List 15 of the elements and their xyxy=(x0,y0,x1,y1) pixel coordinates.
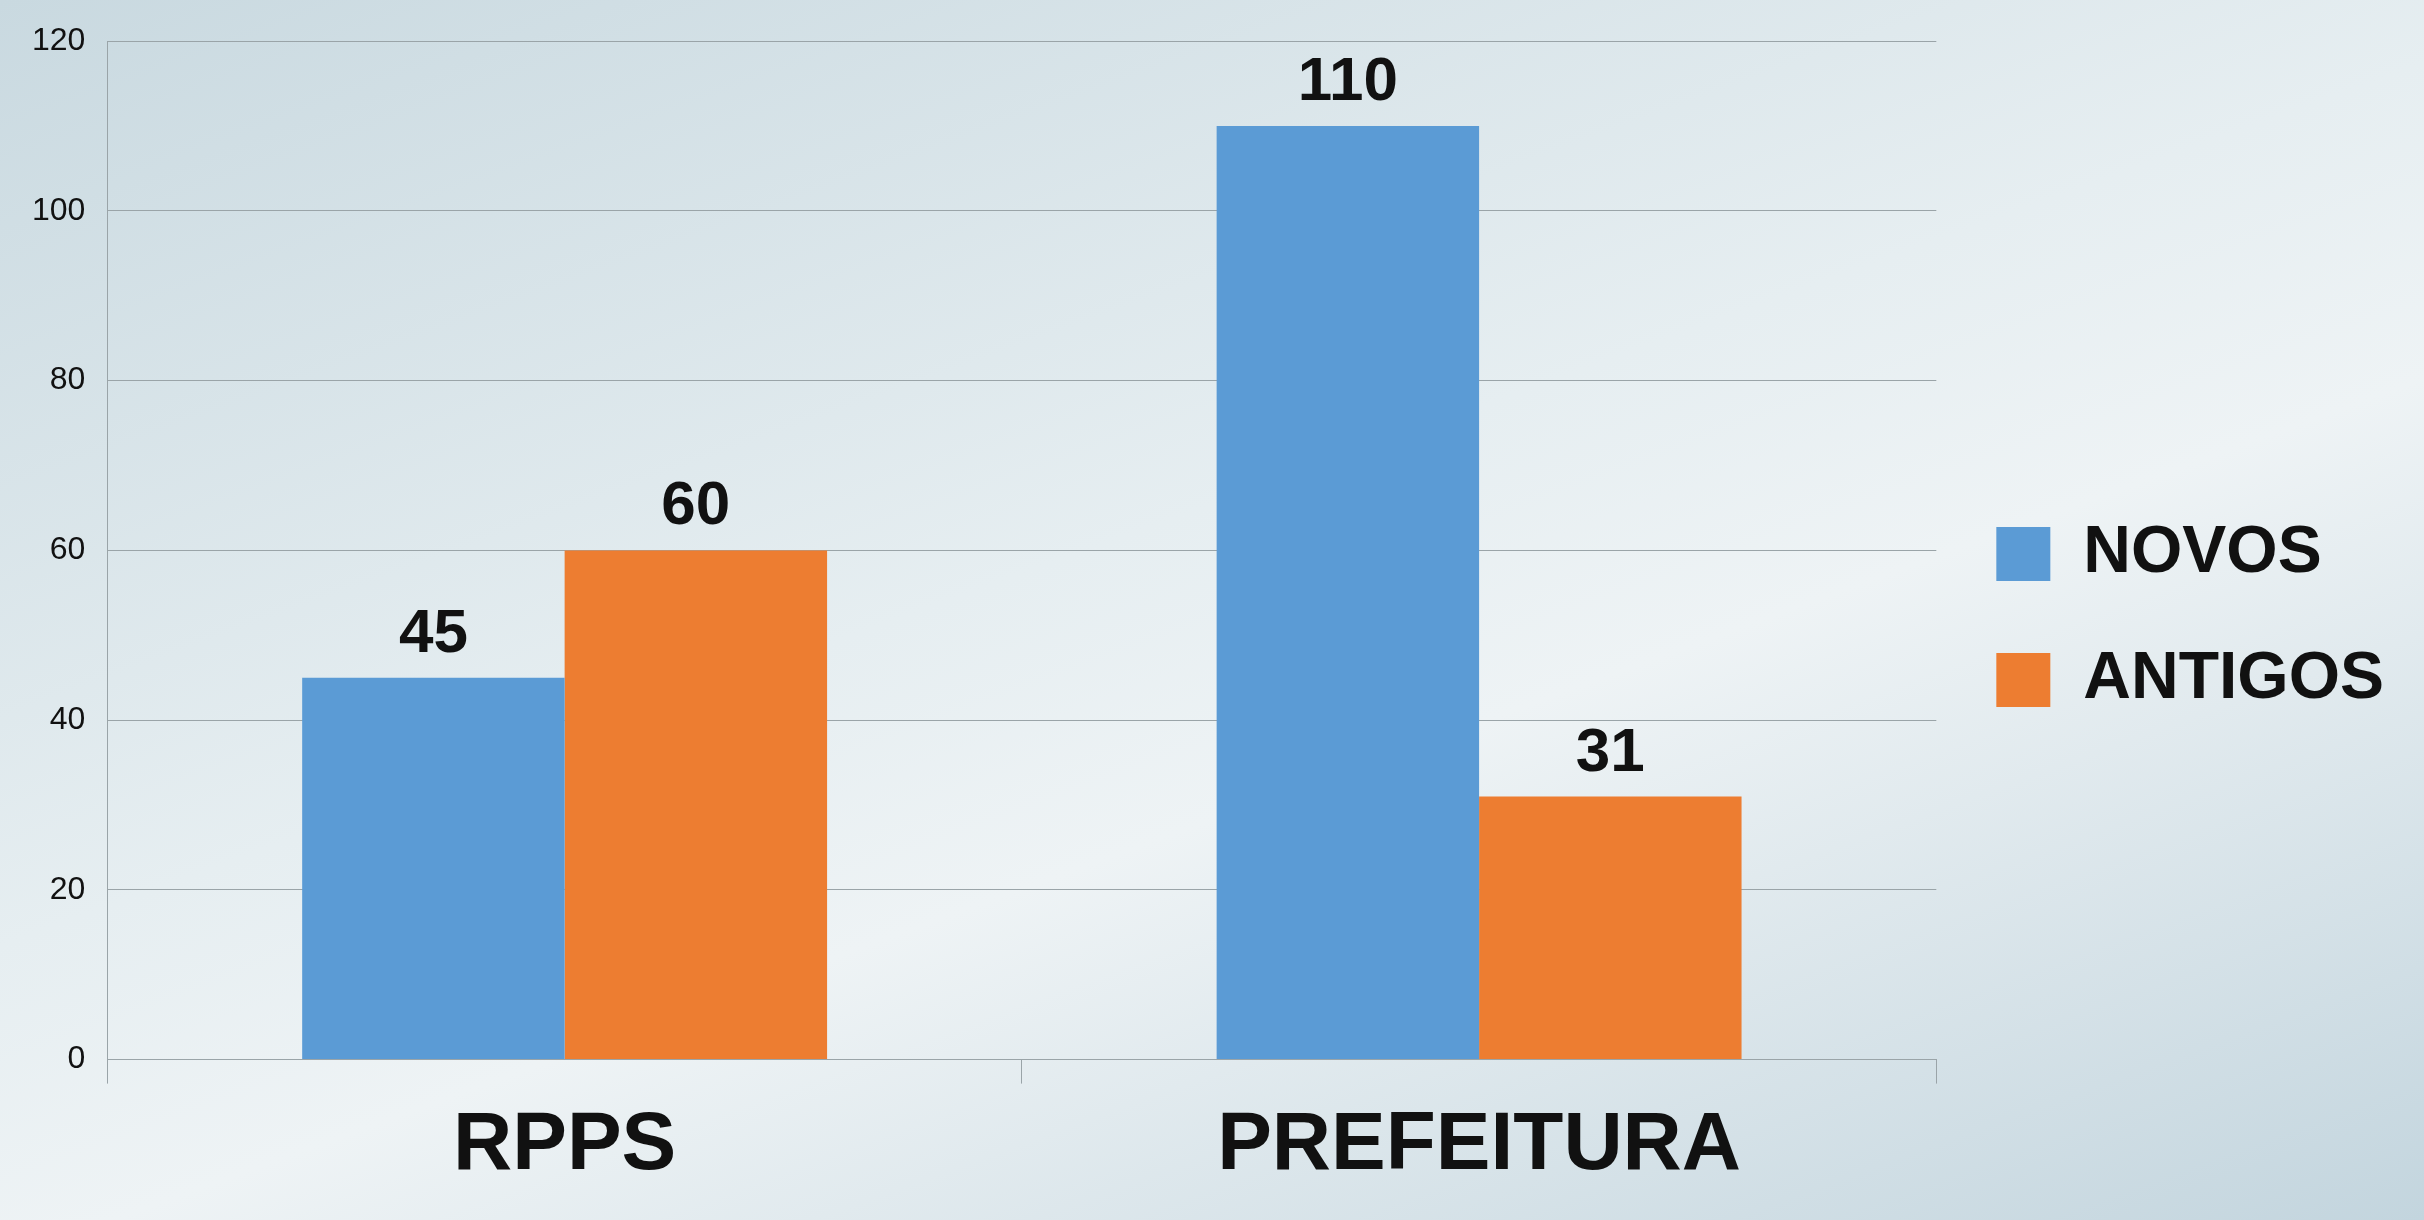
x-tick-label: PREFEITURA xyxy=(1217,1095,1742,1187)
y-tick-label: 40 xyxy=(49,699,86,736)
y-tick-label: 60 xyxy=(49,530,86,567)
data-label: 45 xyxy=(398,595,468,665)
y-tick-label: 20 xyxy=(49,869,86,906)
y-tick-label: 0 xyxy=(67,1039,86,1076)
y-tick-label: 100 xyxy=(32,190,86,227)
y-tick-label: 80 xyxy=(49,360,86,397)
y-tick-label: 120 xyxy=(32,21,86,58)
x-tick-label: RPPS xyxy=(452,1095,677,1187)
legend-label: ANTIGOS xyxy=(2083,638,2385,713)
data-label: 60 xyxy=(661,468,731,538)
data-label: 31 xyxy=(1575,714,1645,784)
data-label: 110 xyxy=(1297,44,1398,114)
legend-label: NOVOS xyxy=(2083,512,2322,587)
